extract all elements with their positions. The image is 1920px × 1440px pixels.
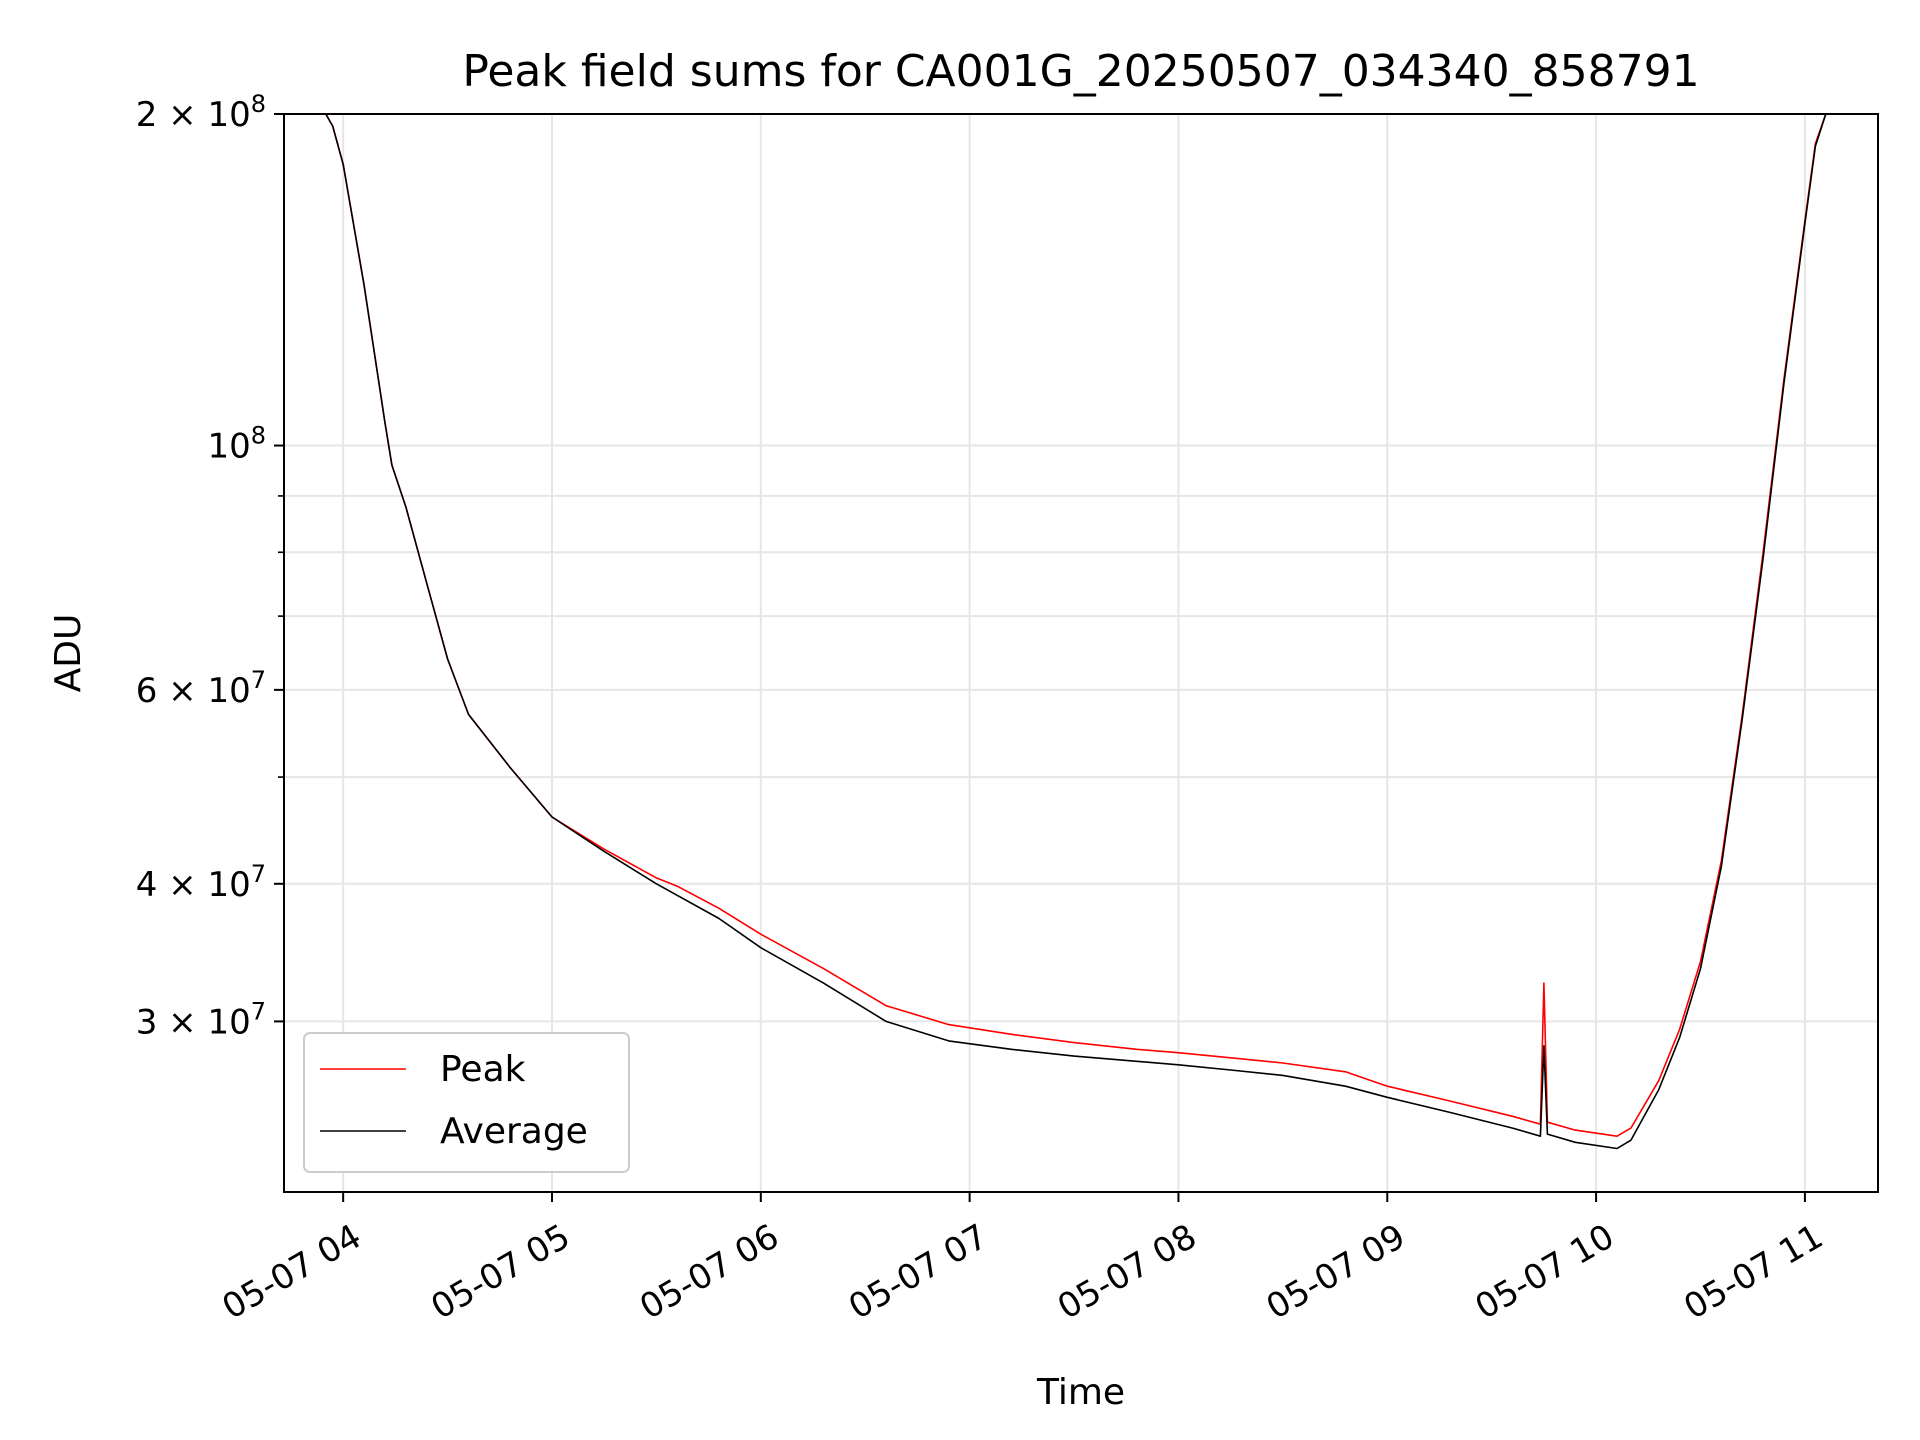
legend-box (303, 1032, 630, 1173)
x-axis-label: Time (1036, 1372, 1125, 1413)
legend-label-peak: Peak (440, 1049, 526, 1090)
y-tick-exponent: 8 (251, 90, 266, 118)
series-layer (284, 113, 1878, 1150)
chart-title: Peak field sums for CA001G_20250507_0343… (462, 46, 1699, 97)
y-tick-times: × (157, 865, 207, 905)
grid (284, 114, 1878, 1192)
y-tick-base: 10 (207, 95, 250, 135)
y-tick-mantissa: 2 (136, 95, 158, 135)
y-tick-times: × (157, 95, 207, 135)
y-tick-exponent: 7 (251, 666, 266, 694)
y-tick-exponent: 7 (251, 997, 266, 1025)
y-axis-label: ADU (48, 614, 89, 693)
y-tick-base: 10 (207, 427, 250, 467)
y-tick-base: 10 (207, 1002, 250, 1042)
y-tick-mantissa: 6 (136, 671, 158, 711)
y-tick-label: 2 × 108 (136, 90, 266, 135)
y-tick-times: × (157, 671, 207, 711)
y-tick-base: 10 (207, 865, 250, 905)
legend: Peak Average (303, 1032, 630, 1173)
y-tick-mantissa: 3 (136, 1002, 158, 1042)
y-tick-exponent: 7 (251, 860, 266, 888)
legend-label-average: Average (440, 1111, 588, 1152)
y-tick-label: 108 (207, 422, 266, 467)
y-tick-label: 6 × 107 (136, 666, 266, 711)
y-tick-times: × (157, 1002, 207, 1042)
y-tick-mantissa: 4 (136, 865, 158, 905)
series-line-average (284, 113, 1878, 1150)
y-tick-label: 4 × 107 (136, 860, 266, 905)
y-tick-exponent: 8 (251, 422, 266, 450)
plot-frame (283, 113, 1879, 1193)
y-tick-label: 3 × 107 (136, 997, 266, 1042)
y-tick-base: 10 (207, 671, 250, 711)
